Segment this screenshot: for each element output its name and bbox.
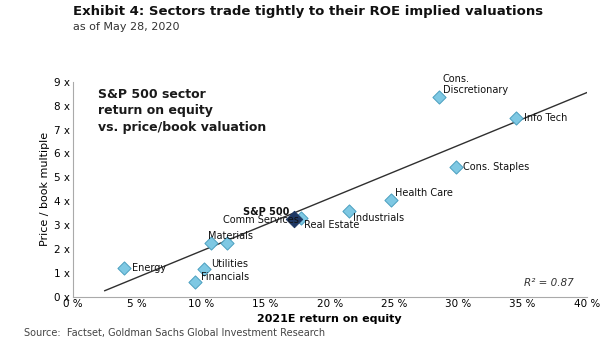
Point bbox=[344, 208, 354, 213]
Text: Financials: Financials bbox=[201, 272, 249, 282]
Text: Health Care: Health Care bbox=[395, 188, 453, 198]
Text: Exhibit 4: Sectors trade tightly to their ROE implied valuations: Exhibit 4: Sectors trade tightly to thei… bbox=[73, 5, 543, 18]
Text: Industrials: Industrials bbox=[353, 213, 404, 223]
Text: as of May 28, 2020: as of May 28, 2020 bbox=[73, 22, 179, 32]
Point bbox=[451, 164, 460, 169]
Y-axis label: Price / book multiple: Price / book multiple bbox=[40, 132, 50, 246]
Text: S&P 500: S&P 500 bbox=[243, 207, 290, 217]
Text: Source:  Factset, Goldman Sachs Global Investment Research: Source: Factset, Goldman Sachs Global In… bbox=[24, 328, 325, 338]
Text: Energy: Energy bbox=[132, 263, 166, 273]
Text: S&P 500 sector
return on equity
vs. price/book valuation: S&P 500 sector return on equity vs. pric… bbox=[98, 88, 267, 134]
Text: Utilities: Utilities bbox=[212, 259, 249, 269]
Text: R² = 0.87: R² = 0.87 bbox=[525, 278, 574, 288]
Point bbox=[511, 115, 521, 120]
Point bbox=[434, 94, 444, 100]
Text: Cons. Staples: Cons. Staples bbox=[463, 162, 530, 172]
Point bbox=[222, 240, 232, 246]
Point bbox=[190, 280, 200, 285]
Point bbox=[387, 197, 396, 203]
Point bbox=[199, 267, 209, 272]
Text: Real Estate: Real Estate bbox=[304, 220, 359, 230]
Text: Comm Services: Comm Services bbox=[223, 215, 299, 225]
Point bbox=[296, 215, 306, 221]
Point bbox=[289, 216, 298, 222]
Point bbox=[119, 265, 129, 271]
Point bbox=[206, 240, 217, 246]
X-axis label: 2021E return on equity: 2021E return on equity bbox=[257, 314, 402, 324]
Text: Cons.
Discretionary: Cons. Discretionary bbox=[443, 74, 508, 95]
Text: Materials: Materials bbox=[208, 231, 253, 241]
Text: Info Tech: Info Tech bbox=[524, 113, 567, 123]
